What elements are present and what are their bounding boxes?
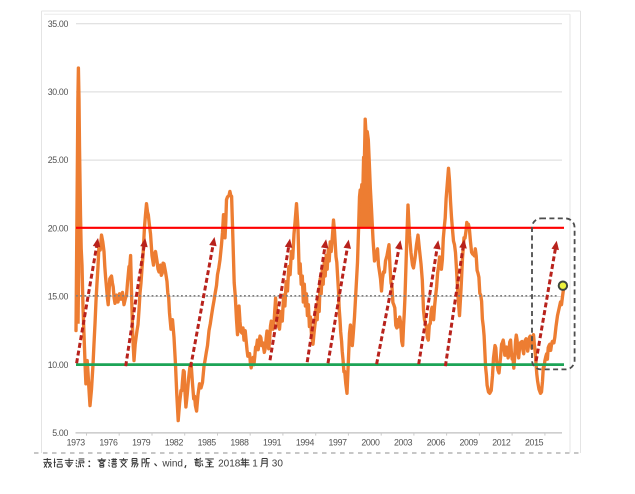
svg-text:2012: 2012 <box>492 438 511 448</box>
svg-text:1988: 1988 <box>230 438 249 448</box>
svg-text:35.00: 35.00 <box>48 19 69 29</box>
svg-text:10.00: 10.00 <box>48 360 69 370</box>
svg-text:1976: 1976 <box>99 438 118 448</box>
svg-text:30.00: 30.00 <box>48 87 69 97</box>
svg-text:1979: 1979 <box>132 438 151 448</box>
svg-text:2000: 2000 <box>361 438 380 448</box>
svg-text:2015: 2015 <box>525 438 544 448</box>
svg-text:1991: 1991 <box>263 438 282 448</box>
svg-text:1985: 1985 <box>198 438 217 448</box>
svg-text:1: 1 <box>252 459 258 470</box>
svg-text:15.00: 15.00 <box>48 292 69 302</box>
svg-text:1997: 1997 <box>329 438 348 448</box>
svg-text:2003: 2003 <box>394 438 413 448</box>
svg-text:20.00: 20.00 <box>48 223 69 233</box>
svg-text:30: 30 <box>272 459 284 470</box>
svg-text:2018: 2018 <box>218 459 241 470</box>
svg-text:1973: 1973 <box>67 438 86 448</box>
svg-text:1994: 1994 <box>296 438 315 448</box>
svg-text:2006: 2006 <box>427 438 446 448</box>
svg-text:1982: 1982 <box>165 438 184 448</box>
svg-text:5.00: 5.00 <box>52 428 68 438</box>
svg-text:25.00: 25.00 <box>48 155 69 165</box>
svg-text:wind: wind <box>161 459 183 470</box>
svg-text:2009: 2009 <box>460 438 479 448</box>
